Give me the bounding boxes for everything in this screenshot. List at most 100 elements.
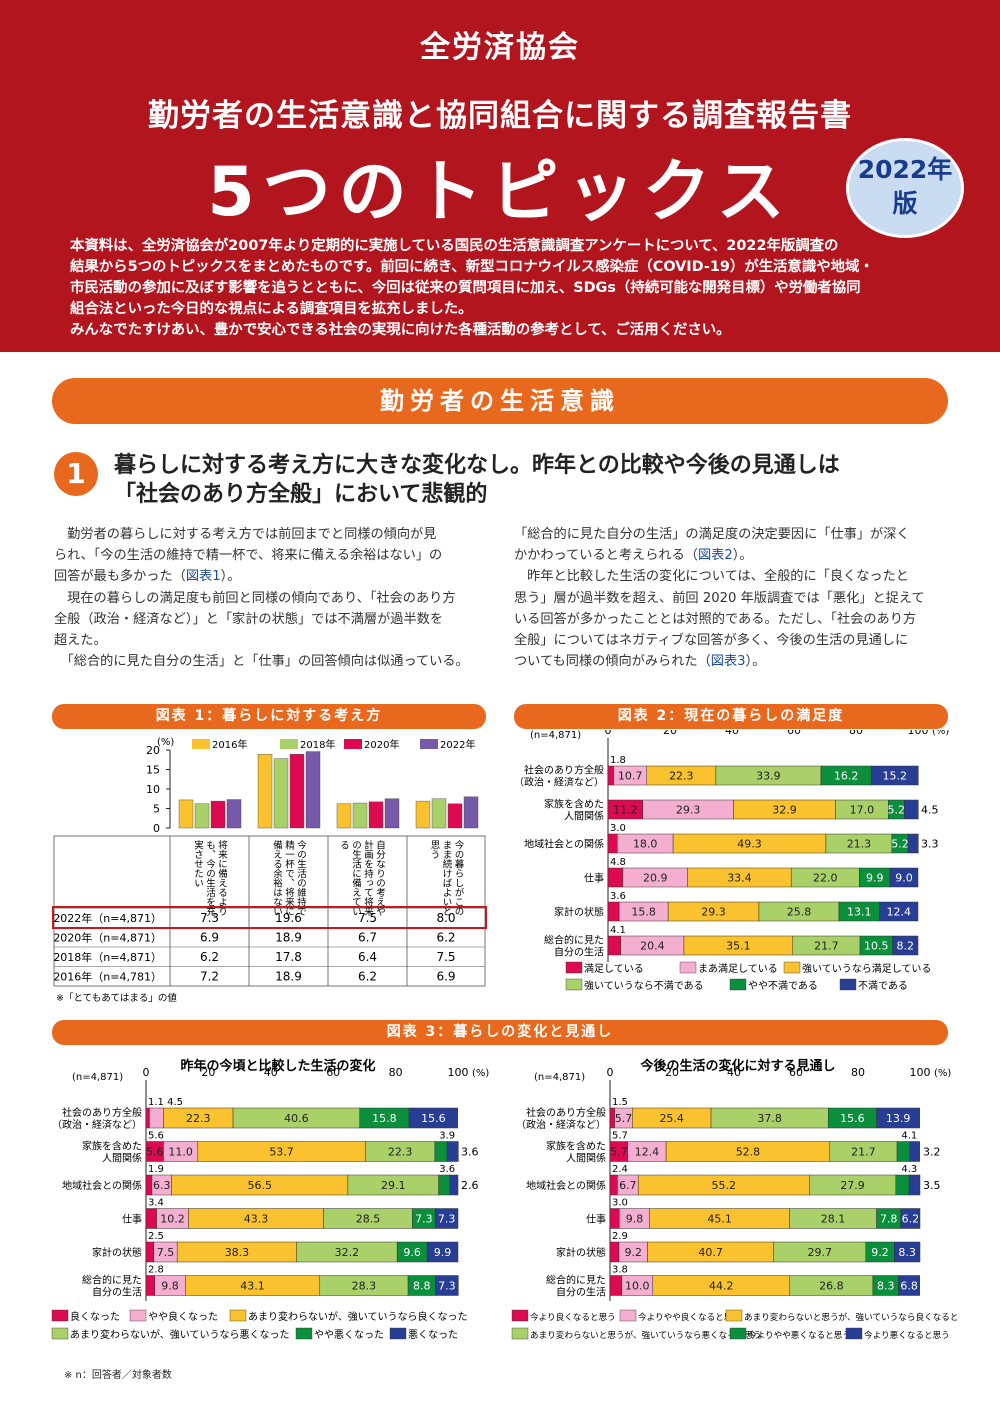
header-banner	[0, 0, 1000, 352]
bar-segment	[145, 1107, 150, 1129]
legend-label: 今よりやや良くなると思う	[638, 1311, 741, 1323]
y-unit: (%)	[157, 737, 174, 748]
data-label: 29.7	[807, 1246, 832, 1259]
data-label: 29.3	[676, 804, 701, 817]
legend-swatch	[845, 1327, 863, 1340]
fig3-left-title: 昨年の今頃と比較した生活の変化	[180, 1058, 375, 1074]
data-label: 22.3	[186, 1112, 211, 1125]
data-label-outside: 3.6	[610, 891, 626, 902]
body-line: 「総合的に見た自分の生活」の満足度の決定要因に「仕事」が深く	[514, 527, 910, 542]
data-label-outside: 3.0	[612, 1198, 628, 1209]
bar-segment	[438, 1174, 451, 1196]
data-label: 33.9	[756, 770, 781, 783]
row-label: 自分の生活	[92, 1286, 142, 1299]
figure-ref-link[interactable]: 図表2	[697, 548, 733, 564]
fig3-left-chart: 昨年の今頃と比較した生活の変化 (n=4,871) 0 20 40 60 80 100 (%) 社…	[51, 1058, 489, 1341]
x-tick-label: 100	[910, 1066, 931, 1079]
data-label-outside: 4.8	[610, 857, 626, 868]
bar-segment	[904, 799, 919, 820]
body-line: ついても同様の傾向がみられた（図表3）。	[514, 654, 766, 670]
legend-swatch	[729, 1327, 747, 1340]
legend-label: 今より悪くなると思う	[864, 1329, 950, 1341]
data-label: 20.9	[643, 872, 668, 885]
data-label: 49.3	[737, 838, 762, 851]
legend-label: 不満である	[858, 980, 908, 992]
data-label: 5.2	[891, 838, 909, 851]
bar	[194, 803, 210, 829]
report-subtitle: 勤労者の生活意識と協同組合に関する調査報告書	[148, 98, 852, 134]
row-label: 仕事	[586, 1213, 606, 1226]
bar-segment	[435, 1275, 459, 1296]
data-label: 45.1	[707, 1213, 732, 1226]
x-tick-label: 80	[851, 1066, 865, 1079]
column-label: 今の暮らしがこのまま続けばよいと思う	[429, 839, 465, 916]
bar	[289, 754, 305, 829]
badge-year: 2022年	[857, 155, 953, 184]
data-label: 52.8	[736, 1146, 761, 1159]
table-cell: 6.4	[358, 950, 377, 964]
data-label: 18.0	[633, 838, 658, 851]
row-label: 自分の生活	[554, 946, 604, 959]
data-label: 9.0	[895, 872, 913, 885]
bar-segment	[900, 1208, 921, 1229]
bar-segment	[909, 1141, 920, 1162]
data-label-outside: 3.5	[923, 1179, 941, 1192]
bar	[305, 751, 321, 829]
data-label: 27.9	[840, 1179, 865, 1192]
fig3-right-chart: 今後の生活の変化に対する見通し (n=4,871) 0 20 40 60 80 100 (%) 社…	[511, 1058, 958, 1341]
bar	[384, 798, 400, 829]
x-tick-label: 60	[326, 1066, 340, 1079]
row-label: 仕事	[122, 1213, 142, 1226]
bar-segment	[408, 1107, 458, 1129]
data-label: 6.3	[153, 1179, 171, 1192]
x-tick-label: 20	[663, 730, 677, 737]
table-cell: 6.7	[358, 931, 377, 945]
data-label: 9.8	[626, 1213, 644, 1226]
data-label-outside: 3.2	[923, 1146, 941, 1159]
table-cell: 18.9	[275, 970, 302, 984]
data-label: 9.6	[403, 1246, 421, 1259]
data-label: 29.1	[381, 1179, 406, 1192]
data-label-outside: 1.8	[610, 755, 626, 766]
data-label: 21.3	[847, 838, 872, 851]
data-label: 28.5	[356, 1213, 381, 1226]
data-label: 6.7	[619, 1179, 637, 1192]
data-label: 5.7	[610, 1146, 628, 1159]
data-label-outside: 3.9	[439, 1131, 455, 1142]
body-line: られ、「今の生活の維持で精一杯で、将来に備える余裕はない」の	[54, 548, 443, 564]
data-label: 26.8	[819, 1280, 844, 1293]
data-label: 10.5	[864, 940, 889, 953]
body-line: 昨年と比較した生活の変化については、全般的に「良くなったと	[514, 569, 909, 585]
data-label: 33.4	[727, 872, 752, 885]
bar-segment	[607, 935, 621, 956]
bar-segment	[426, 1241, 459, 1263]
legend-swatch	[839, 978, 857, 991]
fig3-right-title: 今後の生活の変化に対する見通し	[639, 1058, 835, 1074]
data-label: 32.9	[772, 804, 797, 817]
highlight-row	[52, 906, 487, 929]
bar	[368, 801, 384, 829]
data-label: 22.3	[669, 770, 694, 783]
data-label: 9.2	[871, 1246, 889, 1259]
report-title: 5つのトピックス	[207, 153, 793, 232]
bar-segment	[607, 867, 624, 888]
figure-ref-link[interactable]: 図表1	[185, 569, 221, 585]
y-tick-label: 10	[146, 783, 160, 796]
table-cell: 17.8	[275, 950, 302, 964]
y-tick-label: 20	[146, 744, 160, 757]
legend-swatch	[295, 1327, 313, 1340]
x-tick-label: 60	[789, 1066, 803, 1079]
bar-segment	[609, 1275, 623, 1296]
data-label: 11.2	[613, 804, 638, 817]
data-label: 15.6	[421, 1112, 446, 1125]
data-label: 8.2	[897, 940, 915, 953]
data-label: 13.9	[886, 1112, 911, 1125]
intro-line: 組合法といった今日的な視点による調査項目を拡充しました。	[70, 301, 473, 317]
data-label: 7.3	[438, 1280, 456, 1293]
data-label: 28.3	[352, 1280, 377, 1293]
bar-segment	[895, 1174, 910, 1196]
topic-heading-line: 暮らしに対する考え方に大きな変化なし。昨年との比較や今後の見通しは	[114, 453, 840, 478]
fig1-chart: (%) 0 5 10 15 20 2016年 2018年 2020年 2022年 2022年（n=4…	[52, 737, 487, 1004]
figure-ref-link[interactable]: 図表3	[710, 654, 746, 670]
legend-swatch	[229, 1309, 247, 1322]
